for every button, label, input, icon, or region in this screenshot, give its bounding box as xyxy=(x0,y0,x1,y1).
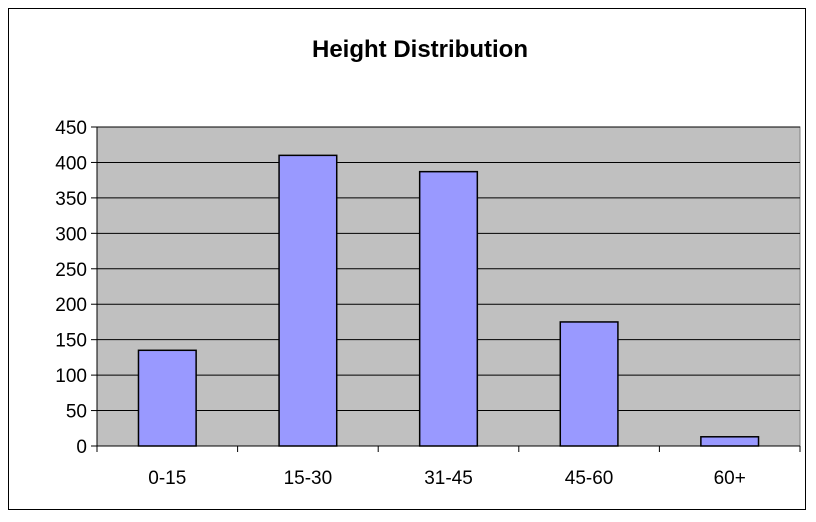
y-tick-label: 200 xyxy=(55,295,87,316)
bar-15-30 xyxy=(278,154,338,447)
y-axis-tick-labels: 0 50 100 150 200 250 300 350 400 450 xyxy=(55,118,87,458)
x-tick-label: 31-45 xyxy=(424,468,473,489)
y-tick-label: 50 xyxy=(66,402,87,423)
bar-60+ xyxy=(700,436,760,447)
chart-frame: Height Distribution 0 50 100 150 200 250 300 35… xyxy=(8,8,806,510)
x-tick-label: 45-60 xyxy=(565,468,614,489)
y-tick-label: 450 xyxy=(55,118,87,139)
x-tick-label: 15-30 xyxy=(284,468,333,489)
bar-31-45 xyxy=(418,170,479,447)
x-axis-tick-labels: 0-15 15-30 31-45 45-60 60+ xyxy=(148,468,746,489)
y-tick-label: 100 xyxy=(55,366,87,387)
bar-chart: Height Distribution 0 50 100 150 200 250 300 35… xyxy=(55,36,801,489)
y-tick-label: 300 xyxy=(55,224,87,245)
x-tick-label: 60+ xyxy=(714,468,746,489)
chart-title: Height Distribution xyxy=(312,36,528,63)
y-tick-label: 400 xyxy=(55,153,87,174)
axes xyxy=(91,126,801,452)
y-tick-label: 250 xyxy=(55,260,87,281)
y-tick-label: 350 xyxy=(55,189,87,210)
y-tick-label: 0 xyxy=(76,437,87,458)
bar-45-60 xyxy=(559,321,619,447)
x-tick-label: 0-15 xyxy=(148,468,186,489)
bars xyxy=(137,154,760,447)
y-tick-label: 150 xyxy=(55,331,87,352)
bar-0-15 xyxy=(137,349,197,447)
